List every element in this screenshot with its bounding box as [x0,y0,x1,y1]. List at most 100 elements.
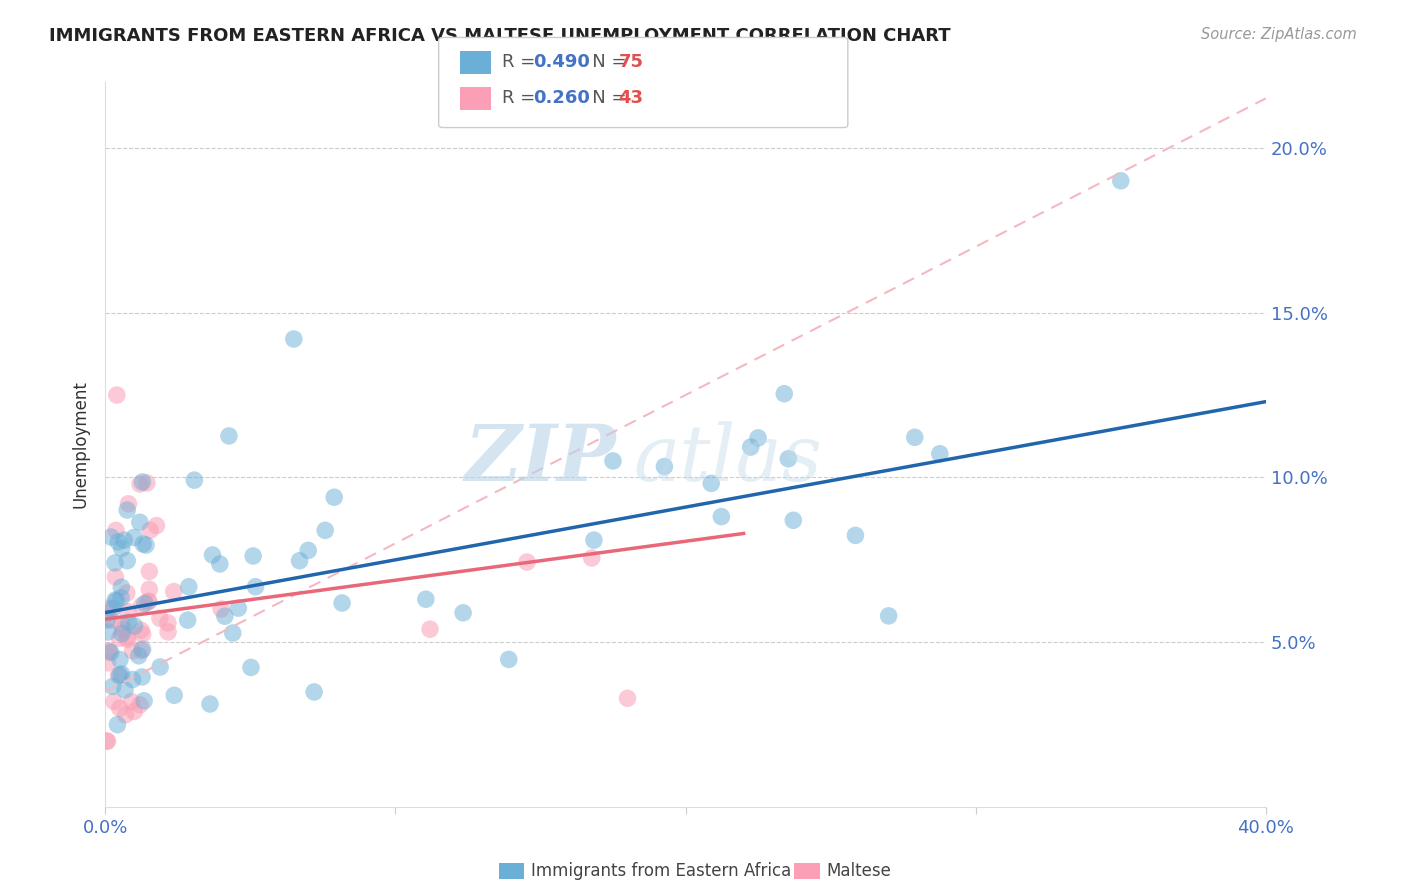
Point [104,593,127,607]
Point [134,596,156,610]
Point [710,509,733,524]
Point [131,642,153,657]
Point [222,626,245,640]
Point [121,644,143,658]
Point [105,594,128,608]
Point [498,652,520,666]
Point [121,673,143,687]
Point [108,668,131,682]
Point [132,694,155,708]
Point [928,447,950,461]
Point [135,475,157,490]
Point [115,630,138,644]
Point [100,645,122,659]
Point [101,601,124,615]
Point [115,554,138,568]
Point [117,615,139,630]
Point [135,538,157,552]
Text: IMMIGRANTS FROM EASTERN AFRICA VS MALTESE UNEMPLOYMENT CORRELATION CHART: IMMIGRANTS FROM EASTERN AFRICA VS MALTES… [49,27,950,45]
Point [163,584,186,599]
Point [131,643,153,657]
Point [110,591,132,605]
Point [100,530,122,544]
Point [117,497,139,511]
Text: 75: 75 [619,54,644,71]
Point [149,660,172,674]
Point [138,582,160,597]
Point [114,682,136,697]
Point [218,429,240,443]
Point [198,697,221,711]
Point [96,734,118,748]
Point [128,515,150,529]
Point [904,430,927,444]
Point [107,668,129,682]
Point [239,660,262,674]
Point [176,613,198,627]
Point [107,717,129,731]
Text: N =: N = [575,89,633,107]
Point [283,332,305,346]
Point [156,615,179,630]
Point [700,476,723,491]
Point [105,388,128,402]
Point [131,599,153,613]
Point [107,535,129,549]
Point [297,543,319,558]
Point [124,619,146,633]
Point [97,624,120,639]
Point [103,695,125,709]
Point [111,617,134,632]
Text: ZIP: ZIP [464,421,616,497]
Point [415,592,437,607]
Point [98,644,121,658]
Point [129,477,152,491]
Point [516,555,538,569]
Point [111,626,134,640]
Point [138,594,160,608]
Point [323,490,346,504]
Point [96,656,118,670]
Point [122,531,145,545]
Text: R =: R = [502,54,541,71]
Point [581,551,603,566]
Point [112,623,135,637]
Point [122,705,145,719]
Point [110,667,132,681]
Text: Immigrants from Eastern Africa: Immigrants from Eastern Africa [531,862,792,880]
Point [582,533,605,548]
Point [451,606,474,620]
Point [117,632,139,647]
Point [112,533,135,548]
Point [654,459,676,474]
Text: 0.260: 0.260 [533,89,589,107]
Point [419,622,441,636]
Point [136,594,159,608]
Point [96,613,118,627]
Point [128,648,150,663]
Text: Source: ZipAtlas.com: Source: ZipAtlas.com [1201,27,1357,42]
Text: N =: N = [575,54,633,71]
Point [117,605,139,619]
Point [115,503,138,517]
Y-axis label: Unemployment: Unemployment [72,381,89,508]
Point [149,611,172,625]
Point [844,528,866,542]
Point [183,473,205,487]
Point [773,386,796,401]
Point [214,609,236,624]
Point [97,644,120,658]
Point [145,518,167,533]
Point [602,454,624,468]
Point [157,624,180,639]
Text: atlas: atlas [633,421,823,497]
Point [228,601,250,615]
Point [131,627,153,641]
Point [616,691,638,706]
Point [120,695,142,709]
Point [245,580,267,594]
Point [740,440,762,454]
Point [209,602,232,616]
Point [108,701,131,715]
Point [108,632,131,646]
